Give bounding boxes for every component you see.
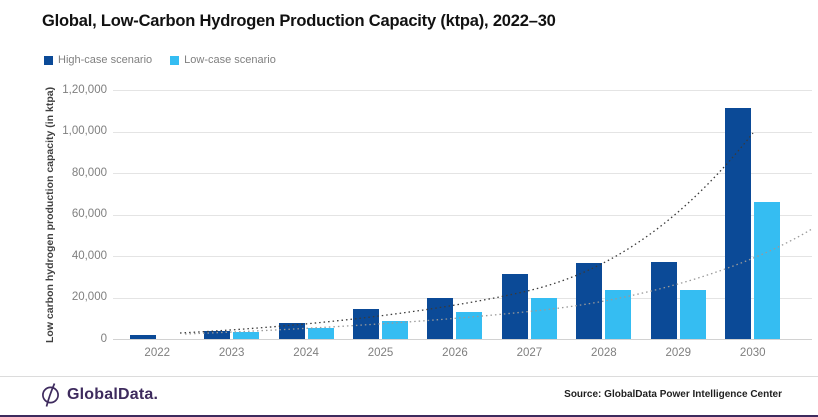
x-tick-label-2024: 2024 <box>293 347 319 359</box>
y-tick-label-1,20,000: 1,20,000 <box>62 83 107 96</box>
bar-group-2027 <box>492 90 566 339</box>
bar-low-case-2029 <box>679 290 706 339</box>
x-tick-label-2026: 2026 <box>442 347 468 359</box>
x-tick-label-2027: 2027 <box>516 347 543 359</box>
legend-label-low-case: Low-case scenario <box>184 54 276 66</box>
bar-high-case-2022 <box>129 334 156 339</box>
x-tick-label-2029: 2029 <box>665 347 692 359</box>
bar-low-case-2028 <box>605 290 632 339</box>
bar-group-2029 <box>641 90 715 339</box>
y-axis-ticks: 1,20,000 1,00,000 80,000 60,000 40,000 20,000… <box>42 84 107 345</box>
gridline-0 <box>113 339 812 340</box>
bottom-accent-bar <box>0 415 818 417</box>
bar-group-2028 <box>567 90 641 339</box>
legend-item-low-case: Low-case scenario <box>170 54 276 66</box>
bar-group-2024 <box>269 90 343 339</box>
bar-low-case-2026 <box>456 312 483 339</box>
bar-high-case-2025 <box>353 309 380 339</box>
bar-high-case-2029 <box>650 262 677 339</box>
x-tick-label-2025: 2025 <box>367 347 394 359</box>
bar-high-case-2026 <box>427 297 454 339</box>
x-axis-labels: 2022 2023 2024 2025 2026 2027 2028 2029 2030 <box>120 347 790 359</box>
legend-swatch-high-case <box>44 55 53 65</box>
bar-group-2026 <box>418 90 492 339</box>
globaldata-logo-text: GlobalData. <box>67 386 159 403</box>
chart-area: Low carbon hydrogen production capacity … <box>42 82 812 362</box>
bar-low-case-2030 <box>754 202 781 339</box>
legend-swatch-low-case <box>170 55 180 65</box>
y-tick-label-0: 0 <box>100 332 107 345</box>
x-tick-label-2022: 2022 <box>144 347 171 359</box>
bar-high-case-2028 <box>576 263 603 339</box>
bar-group-2022 <box>120 90 194 339</box>
bar-group-2023 <box>194 90 268 339</box>
x-tick-label-2030: 2030 <box>739 347 766 359</box>
bar-group-2025 <box>343 90 417 339</box>
globaldata-logo: GlobalData. <box>40 383 158 407</box>
y-tick-label-80,000: 80,000 <box>71 166 107 179</box>
bar-group-2030 <box>716 90 790 339</box>
bar-low-case-2027 <box>530 297 557 339</box>
legend: High-case scenario Low-case scenario <box>44 54 276 66</box>
footer-divider <box>0 376 818 377</box>
bar-low-case-2023 <box>233 332 260 339</box>
gridline-1,00,000 <box>113 131 812 133</box>
plot-area <box>113 90 812 340</box>
source-text: Source: GlobalData Power Intelligence Ce… <box>564 389 782 400</box>
x-tick-label-2028: 2028 <box>591 347 617 359</box>
bar-high-case-2023 <box>204 330 231 339</box>
y-tick-label-20,000: 20,000 <box>71 291 107 303</box>
gridline-1,20,000 <box>113 90 812 91</box>
legend-item-high-case: High-case scenario <box>44 54 152 66</box>
bar-high-case-2027 <box>501 273 528 339</box>
bar-low-case-2024 <box>307 327 334 339</box>
y-tick-label-40,000: 40,000 <box>71 249 107 262</box>
y-tick-label-60,000: 60,000 <box>71 208 107 220</box>
legend-label-high-case: High-case scenario <box>58 54 153 66</box>
plot-bars <box>120 90 790 339</box>
chart-title: Global, Low-Carbon Hydrogen Production C… <box>42 12 556 30</box>
bar-high-case-2030 <box>725 107 752 339</box>
globaldata-logo-icon <box>42 383 59 407</box>
bar-high-case-2024 <box>278 322 305 339</box>
y-tick-label-1,00,000: 1,00,000 <box>62 125 107 137</box>
x-tick-label-2023: 2023 <box>218 347 245 359</box>
bar-low-case-2025 <box>382 321 409 339</box>
